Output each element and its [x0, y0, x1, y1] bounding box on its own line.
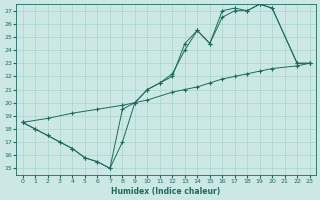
X-axis label: Humidex (Indice chaleur): Humidex (Indice chaleur): [111, 187, 221, 196]
